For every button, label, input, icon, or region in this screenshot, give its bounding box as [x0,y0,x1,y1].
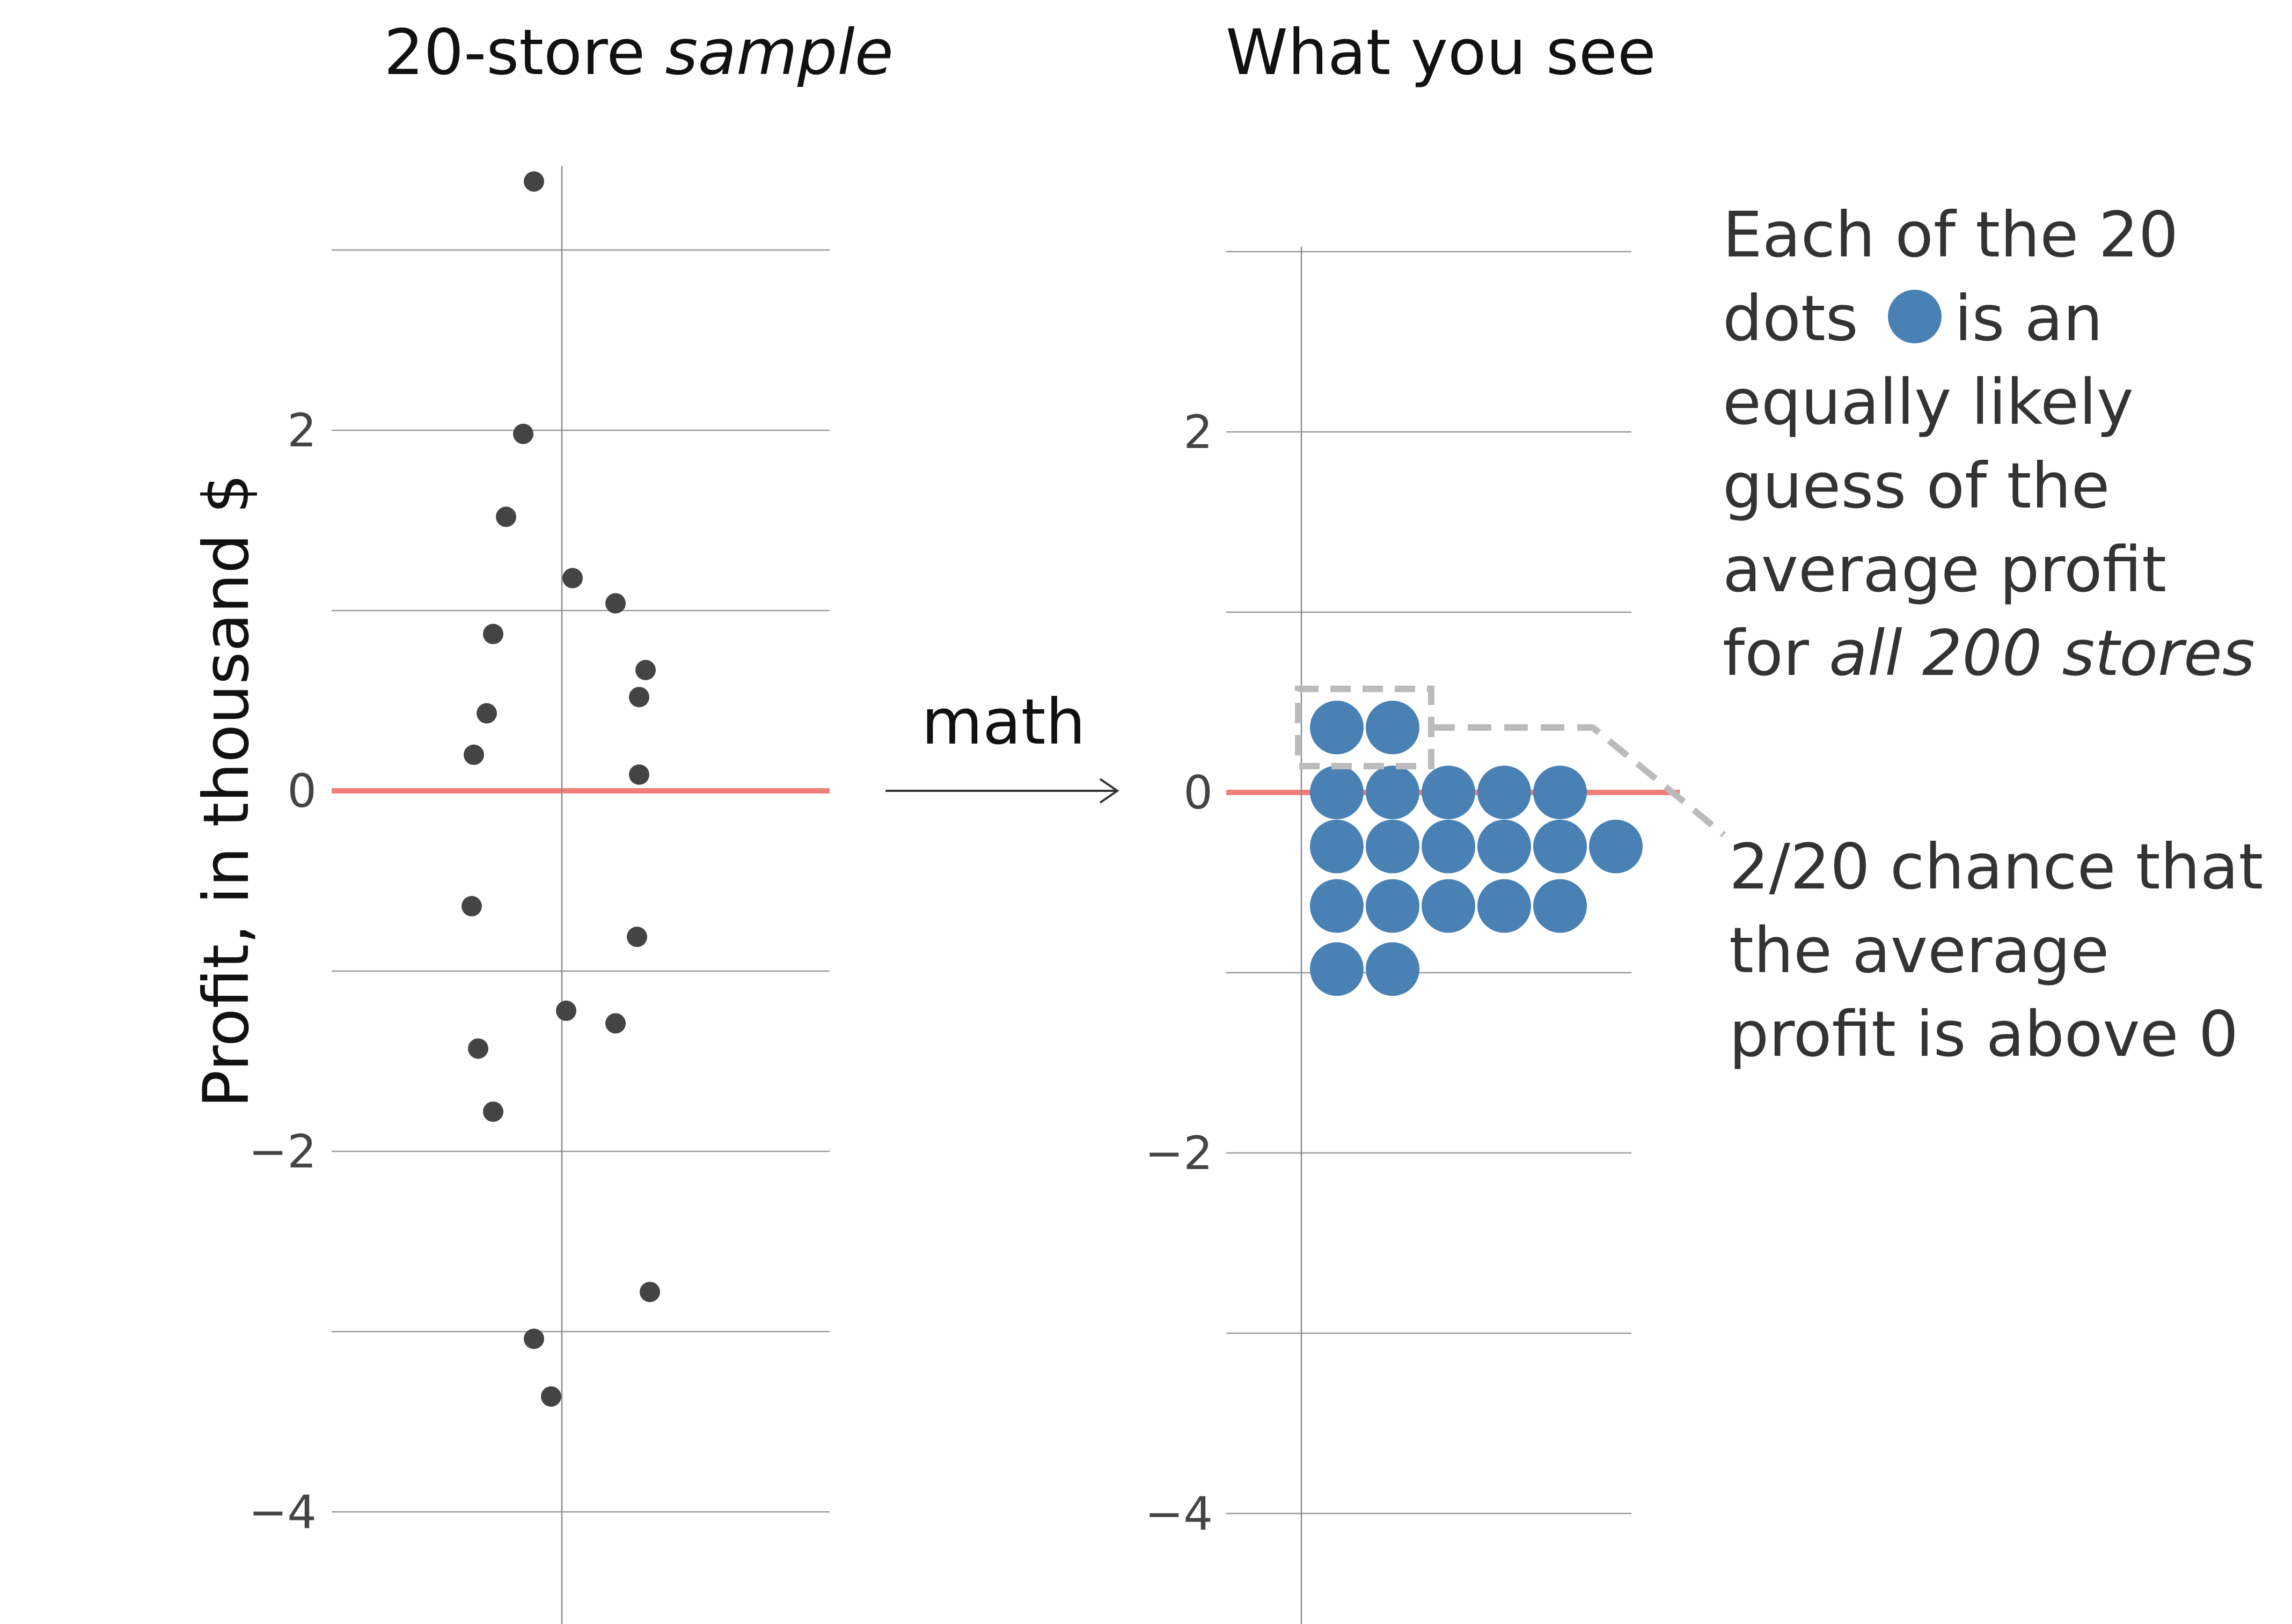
legend-note-text: is an [1954,282,2103,355]
estimate-dot [1366,766,1419,819]
estimate-dot [1422,819,1475,873]
legend-note-line-6: for all 200 stores [1723,616,2255,690]
y-tick-label: −2 [1145,1127,1213,1180]
callout-note-line-3: profit is above 0 [1729,997,2238,1071]
estimate-dot [1310,819,1364,873]
legend-dot-icon [1888,290,1942,343]
estimate-dot [1477,819,1531,873]
data-point [524,1328,544,1349]
estimate-dot [1366,701,1419,755]
data-point [483,623,503,644]
estimate-dot [1422,766,1475,819]
estimate-dot [1366,879,1419,933]
legend-note-line-3: equally likely [1723,365,2134,439]
legend-note-line-5: average profit [1723,533,2166,606]
result-gridlines [1226,251,1631,1515]
legend-note-italic-text: all 200 stores [1829,616,2255,690]
arrow-head-icon [1099,778,1119,804]
title-part-plain: 20-store [384,16,665,89]
y-tick-label: 2 [287,404,317,458]
data-point [640,1282,660,1303]
legend-note-text: Each of the 20 [1723,198,2178,271]
data-point [605,1013,626,1034]
estimate-dot [1533,879,1587,933]
data-point [627,927,647,947]
legend-note-line-1: Each of the 20 [1723,198,2178,271]
y-tick-label: −2 [248,1125,317,1179]
data-point [496,506,516,527]
sample-panel: 20-store sample 2 0 −2 −4 Profit, in thousa… [189,16,894,1624]
data-point [477,703,497,724]
data-point [541,1386,561,1407]
data-point [524,171,544,192]
legend-note-line-2b: is an [1954,282,2103,355]
estimate-dot [1310,942,1364,996]
estimate-dot [1477,766,1531,819]
estimate-dot [1422,879,1475,933]
data-point [556,1000,576,1021]
data-point [483,1101,503,1122]
callout-connector [1295,686,1726,837]
estimate-dot [1366,942,1419,996]
estimate-dot [1533,766,1587,819]
sample-gridlines [332,249,830,1513]
y-tick-label: 2 [1183,406,1213,459]
data-point [468,1038,488,1059]
result-panel-title: What you see [1226,16,1656,89]
estimate-dot [1589,819,1643,873]
estimate-dot [1366,819,1419,873]
data-point [513,423,533,444]
y-axis-label: Profit, in thousand $ [189,474,263,1108]
result-panel: What you see 2 0 −2 −4 [1145,16,1726,1624]
sample-y-ticks: 2 0 −2 −4 [248,404,317,1539]
estimate-dot [1533,819,1587,873]
estimate-dot [1310,879,1364,933]
callout-note-line-2: the average [1729,914,2109,987]
data-point [629,764,649,785]
estimate-dot [1477,879,1531,933]
data-point [464,744,484,765]
legend-note-line-4: guess of the [1723,449,2110,523]
legend-note: Each of the 20 dots is an equally likely… [1723,198,2255,690]
arrow-label: math [921,685,1086,759]
callout-leader-line [1431,724,1726,837]
title-part-italic: sample [665,16,893,89]
callout-note-line-1: 2/20 chance that [1729,830,2263,903]
legend-note-text: equally likely [1723,365,2134,439]
result-dots [1310,701,1643,996]
data-point [562,568,583,589]
legend-note-line-2a: dots [1723,282,1858,355]
y-tick-label: −4 [1145,1487,1213,1541]
legend-note-text: for [1723,616,1829,690]
y-tick-label: 0 [1183,766,1213,820]
estimate-dot [1310,766,1364,819]
data-point [635,659,656,680]
data-point [605,593,626,614]
sample-points [462,171,660,1407]
result-y-ticks: 2 0 −2 −4 [1145,406,1213,1541]
sample-panel-title: 20-store sample [384,16,894,89]
math-arrow: math [885,685,1119,804]
estimate-dot [1310,701,1364,755]
legend-note-text: dots [1723,282,1858,355]
legend-note-text: guess of the [1723,449,2110,523]
data-point [629,687,649,708]
callout-note: 2/20 chance that the average profit is a… [1729,830,2263,1071]
y-tick-label: −4 [248,1486,317,1539]
y-tick-label: 0 [287,765,317,818]
data-point [462,896,482,917]
legend-note-text: average profit [1723,533,2166,606]
